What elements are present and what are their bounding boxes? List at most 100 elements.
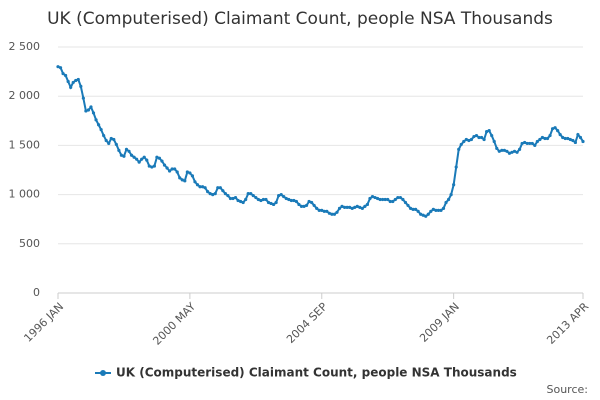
data-point bbox=[99, 128, 103, 132]
data-point bbox=[135, 157, 139, 161]
data-point bbox=[426, 212, 430, 216]
data-point bbox=[543, 136, 547, 141]
data-point bbox=[464, 137, 468, 142]
data-point bbox=[157, 156, 162, 160]
data-point bbox=[467, 138, 471, 143]
data-point bbox=[342, 205, 347, 209]
data-point bbox=[540, 135, 545, 140]
data-point bbox=[353, 205, 357, 209]
data-point bbox=[206, 190, 210, 194]
data-point bbox=[566, 136, 570, 141]
data-point bbox=[289, 198, 293, 203]
data-point bbox=[122, 154, 126, 158]
data-point bbox=[401, 197, 405, 202]
data-point bbox=[277, 193, 281, 198]
data-point bbox=[94, 118, 98, 122]
data-point bbox=[429, 209, 433, 213]
data-point bbox=[345, 205, 349, 209]
data-point bbox=[170, 167, 174, 171]
data-point bbox=[162, 163, 167, 167]
data-point bbox=[302, 204, 306, 209]
data-point bbox=[322, 209, 326, 213]
data-point bbox=[578, 135, 583, 140]
data-point bbox=[490, 133, 494, 138]
data-point bbox=[150, 165, 154, 169]
data-point bbox=[533, 143, 537, 147]
data-point bbox=[452, 183, 456, 187]
data-point bbox=[56, 65, 60, 69]
data-point bbox=[114, 142, 118, 147]
data-point bbox=[185, 170, 189, 174]
data-point bbox=[66, 79, 70, 84]
data-point bbox=[571, 138, 575, 143]
data-point bbox=[274, 200, 278, 205]
data-point bbox=[388, 199, 392, 204]
data-point bbox=[515, 150, 519, 154]
data-point bbox=[86, 108, 91, 112]
data-point bbox=[568, 137, 572, 142]
data-point bbox=[439, 208, 443, 212]
data-point bbox=[419, 212, 423, 216]
data-point bbox=[84, 109, 88, 113]
data-point bbox=[107, 141, 111, 146]
y-tick-label: 1 000 bbox=[9, 188, 41, 201]
data-point bbox=[325, 209, 329, 213]
data-point bbox=[175, 170, 179, 174]
data-point bbox=[91, 111, 96, 115]
data-point bbox=[553, 126, 557, 130]
y-tick-label: 500 bbox=[19, 237, 40, 250]
data-point bbox=[363, 204, 367, 209]
data-point bbox=[236, 198, 240, 203]
data-point bbox=[244, 197, 248, 202]
data-point bbox=[386, 197, 390, 202]
data-point bbox=[200, 185, 205, 189]
data-point bbox=[454, 165, 458, 169]
data-point bbox=[208, 192, 212, 196]
data-point bbox=[424, 214, 428, 218]
data-point bbox=[497, 149, 501, 153]
data-point bbox=[510, 150, 514, 154]
y-tick-label: 2 500 bbox=[9, 40, 41, 53]
data-point bbox=[431, 207, 435, 211]
data-point bbox=[406, 203, 410, 208]
data-point bbox=[188, 171, 192, 175]
data-point bbox=[378, 197, 382, 202]
x-tick-label: 2004 SEP bbox=[284, 300, 330, 346]
data-point bbox=[284, 196, 288, 201]
data-point bbox=[64, 73, 68, 78]
data-point bbox=[282, 194, 286, 199]
data-point bbox=[127, 149, 131, 153]
data-point bbox=[368, 196, 372, 201]
data-point bbox=[251, 193, 255, 198]
data-point bbox=[444, 200, 448, 205]
data-point bbox=[360, 206, 364, 210]
data-point bbox=[398, 195, 402, 200]
data-point bbox=[173, 167, 177, 171]
data-point bbox=[256, 197, 260, 202]
data-point bbox=[71, 80, 75, 85]
data-point bbox=[117, 148, 121, 152]
data-point bbox=[58, 66, 63, 70]
data-point bbox=[556, 129, 560, 133]
data-point bbox=[477, 135, 481, 140]
data-point bbox=[299, 204, 304, 209]
data-point bbox=[469, 137, 474, 142]
data-point bbox=[462, 139, 466, 144]
data-point bbox=[520, 141, 524, 146]
data-point bbox=[109, 136, 113, 141]
data-point bbox=[140, 157, 144, 161]
data-point bbox=[259, 198, 263, 203]
data-point bbox=[414, 207, 418, 211]
data-point bbox=[167, 169, 172, 173]
data-point bbox=[479, 135, 484, 140]
data-point bbox=[61, 71, 65, 76]
data-point bbox=[264, 197, 268, 202]
legend-marker bbox=[100, 370, 106, 376]
data-point bbox=[561, 135, 565, 140]
data-point bbox=[332, 212, 337, 216]
data-point bbox=[548, 133, 552, 138]
data-point bbox=[507, 151, 512, 155]
data-point bbox=[226, 193, 230, 198]
data-point bbox=[421, 213, 425, 217]
